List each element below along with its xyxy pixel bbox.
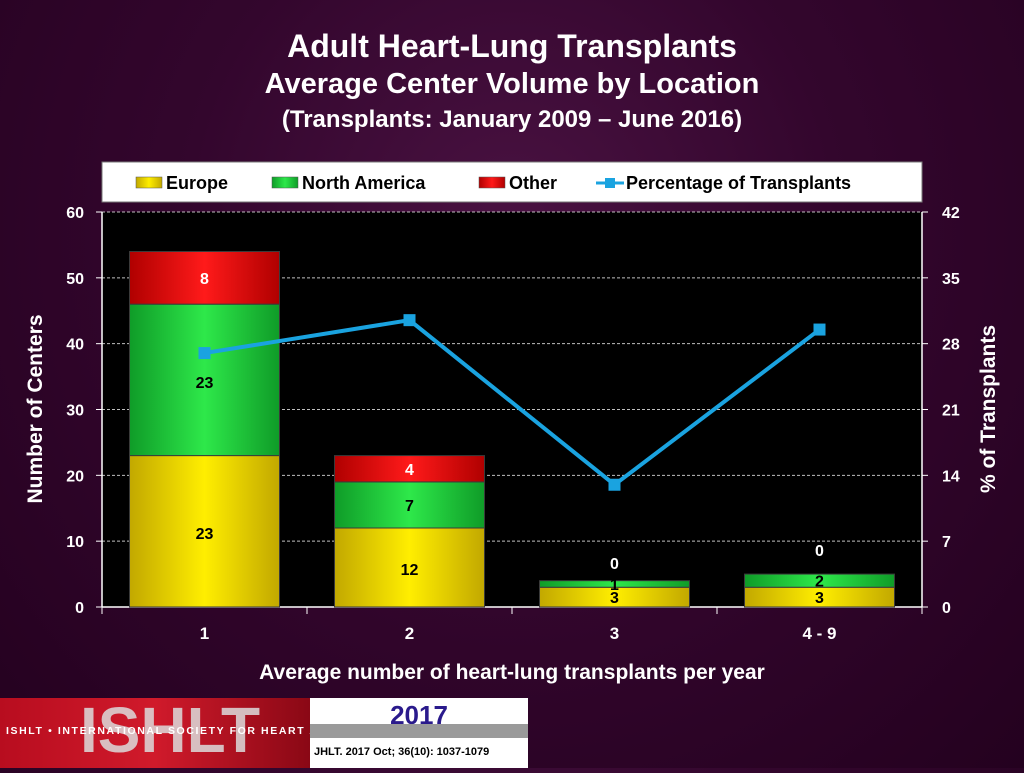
percentage-marker: [198, 347, 211, 360]
journal-citation: JHLT. 2017 Oct; 36(10): 1037-1079: [314, 746, 490, 758]
data-label: 12: [401, 562, 419, 579]
data-label: 0: [610, 556, 619, 573]
data-label: 3: [815, 590, 824, 607]
y2-tick-label: 28: [942, 337, 960, 354]
bar-europe: [334, 527, 485, 608]
data-label: 0: [815, 543, 824, 560]
bar-other: [129, 251, 280, 305]
legend-percentage-marker: [605, 178, 615, 188]
bar-north-america: [539, 580, 690, 588]
data-label: 23: [196, 375, 214, 392]
y-tick-label: 50: [66, 271, 84, 288]
y-tick-label: 10: [66, 534, 84, 551]
data-label: 2: [815, 574, 824, 591]
x-tick-label: 3: [610, 624, 619, 643]
y2-axis-title: % of Transplants: [977, 325, 1000, 493]
y2-tick-label: 7: [942, 534, 951, 551]
y2-tick-label: 0: [942, 600, 951, 617]
chart-date-range: (Transplants: January 2009 – June 2016): [281, 106, 743, 133]
citation-panel: 2017 JHLT. 2017 Oct; 36(10): 1037-1079: [310, 698, 528, 768]
y2-tick-label: 35: [942, 271, 960, 288]
data-label: 7: [405, 498, 414, 515]
data-label: 8: [200, 271, 209, 288]
x-tick-label: 1: [200, 624, 209, 643]
chart-subtitle: Average Center Volume by Location: [264, 68, 760, 100]
percentage-marker: [403, 314, 416, 327]
logo-wordmark: ISHLT: [80, 698, 260, 766]
percentage-marker: [813, 323, 826, 336]
x-axis-title: Average number of heart-lung transplants…: [259, 661, 765, 684]
y2-tick-label: 21: [942, 403, 960, 420]
bar-europe: [129, 455, 280, 608]
y-tick-label: 20: [66, 468, 84, 485]
y-tick-label: 60: [66, 205, 84, 222]
x-tick-label: 4 - 9: [802, 624, 836, 643]
data-label: 23: [196, 526, 214, 543]
percentage-line: [204, 318, 821, 488]
legend-other-swatch: [478, 176, 506, 189]
ishlt-logo: ISHLT: [0, 694, 310, 768]
data-label: 3: [610, 590, 619, 607]
legend-north-america-label: North America: [302, 173, 426, 193]
bar-other: [334, 455, 485, 483]
y-axis-title: Number of Centers: [24, 314, 47, 503]
legend-europe-swatch: [135, 176, 163, 189]
legend-europe-label: Europe: [166, 173, 228, 193]
y-tick-label: 0: [75, 600, 84, 617]
bar-north-america: [334, 481, 485, 529]
footer-strip: [310, 724, 528, 738]
legend-other-label: Other: [509, 173, 557, 193]
y-tick-label: 30: [66, 403, 84, 420]
chart-titles: Adult Heart-Lung Transplants Average Cen…: [0, 26, 1024, 138]
x-tick-label: 2: [405, 624, 414, 643]
data-label: 4: [405, 462, 414, 479]
data-label: 1: [610, 577, 619, 594]
y2-tick-label: 14: [942, 468, 960, 485]
legend-box: [101, 161, 923, 203]
y-tick-label: 40: [66, 337, 84, 354]
percentage-marker: [608, 478, 621, 491]
chart-title: Adult Heart-Lung Transplants: [287, 28, 737, 64]
legend-north-america-swatch: [271, 176, 299, 189]
bar-north-america: [129, 303, 280, 457]
legend-percentage-label: Percentage of Transplants: [626, 173, 851, 193]
y2-tick-label: 42: [942, 205, 960, 222]
bar-north-america: [744, 573, 895, 588]
